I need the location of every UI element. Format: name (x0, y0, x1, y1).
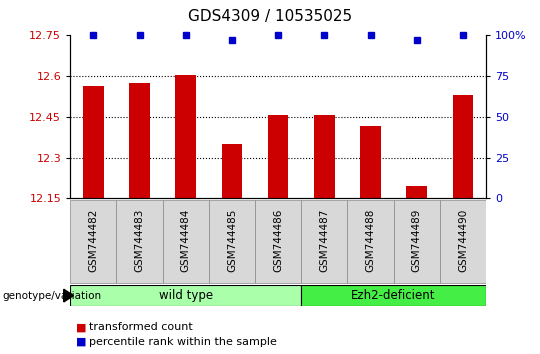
Polygon shape (64, 289, 73, 302)
Text: GSM744485: GSM744485 (227, 209, 237, 272)
Text: transformed count: transformed count (89, 322, 193, 332)
Text: ■: ■ (76, 322, 86, 332)
Bar (129, 83, 150, 198)
Bar (221, 144, 242, 198)
Text: GSM744482: GSM744482 (89, 209, 98, 272)
Text: GSM744489: GSM744489 (411, 209, 422, 272)
Bar (83, 86, 104, 198)
Text: wild type: wild type (159, 289, 213, 302)
Text: genotype/variation: genotype/variation (3, 291, 102, 301)
Text: GSM744486: GSM744486 (273, 209, 283, 272)
Text: ■: ■ (76, 337, 86, 347)
Text: GSM744487: GSM744487 (319, 209, 329, 272)
Bar (406, 186, 427, 198)
Text: Ezh2-deficient: Ezh2-deficient (352, 289, 436, 302)
Text: GSM744484: GSM744484 (181, 209, 191, 272)
Bar (209, 200, 255, 283)
Bar (163, 200, 209, 283)
Bar (117, 200, 163, 283)
Bar (440, 200, 486, 283)
Bar (453, 95, 473, 198)
Text: GSM744488: GSM744488 (366, 209, 375, 272)
Text: GSM744483: GSM744483 (134, 209, 145, 272)
Bar (70, 200, 117, 283)
Bar (301, 200, 347, 283)
Text: GSM744490: GSM744490 (458, 209, 468, 272)
Bar (314, 115, 335, 198)
Bar (301, 285, 486, 306)
Bar (255, 200, 301, 283)
Bar (394, 200, 440, 283)
Bar (347, 200, 394, 283)
Bar (268, 115, 288, 198)
Bar (176, 75, 196, 198)
Bar (70, 285, 301, 306)
Text: percentile rank within the sample: percentile rank within the sample (89, 337, 277, 347)
Bar (360, 126, 381, 198)
Text: GDS4309 / 10535025: GDS4309 / 10535025 (188, 9, 352, 24)
